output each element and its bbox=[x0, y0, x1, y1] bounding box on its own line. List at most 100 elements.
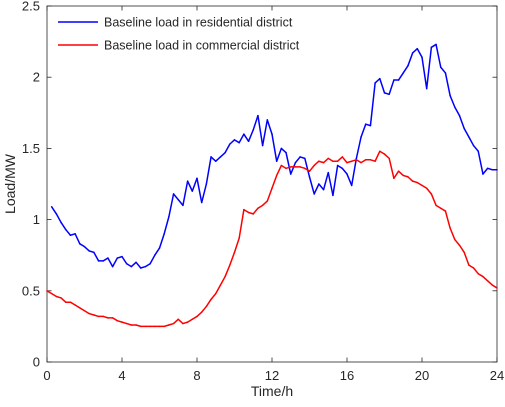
line-segment bbox=[308, 164, 315, 172]
line-segment bbox=[243, 208, 250, 214]
line-segment bbox=[238, 208, 245, 239]
y-tick-label: 2.5 bbox=[22, 0, 40, 14]
line-segment bbox=[69, 301, 76, 306]
series-commercial bbox=[46, 150, 498, 328]
line-segment bbox=[444, 72, 451, 97]
line-segment bbox=[140, 265, 147, 269]
line-segment bbox=[472, 144, 479, 152]
line-segment bbox=[482, 275, 489, 282]
line-segment bbox=[430, 193, 437, 207]
line-segment bbox=[365, 123, 372, 127]
line-segment bbox=[252, 207, 259, 215]
x-tick-label: 4 bbox=[118, 368, 125, 383]
line-segment bbox=[360, 123, 367, 138]
line-segment bbox=[107, 257, 114, 268]
x-tick-label: 0 bbox=[43, 368, 50, 383]
line-segment bbox=[50, 206, 58, 215]
line-segment bbox=[257, 114, 264, 147]
line-segment bbox=[65, 228, 72, 237]
line-segment bbox=[449, 227, 456, 241]
line-segment bbox=[472, 267, 479, 275]
line-segment bbox=[200, 183, 208, 204]
line-segment bbox=[60, 221, 67, 231]
line-segment bbox=[125, 262, 133, 268]
line-segment bbox=[210, 156, 217, 162]
line-segment bbox=[322, 171, 329, 191]
line-segment bbox=[397, 72, 404, 81]
line-segment bbox=[468, 136, 475, 147]
line-segment bbox=[350, 159, 358, 162]
line-segment bbox=[191, 177, 198, 192]
line-segment bbox=[229, 139, 236, 145]
line-segment bbox=[327, 157, 334, 162]
line-segment bbox=[163, 216, 170, 235]
line-segment bbox=[74, 233, 81, 245]
line-segment bbox=[116, 319, 123, 323]
line-segment bbox=[191, 315, 198, 321]
line-segment bbox=[238, 133, 245, 144]
line-segment bbox=[477, 150, 484, 175]
line-segment bbox=[355, 136, 362, 160]
legend-label-residential: Baseline load in residential district bbox=[104, 16, 293, 30]
line-segment bbox=[125, 322, 133, 326]
y-axis-label: Load/MW bbox=[2, 153, 18, 214]
line-segment bbox=[271, 174, 278, 190]
line-segment bbox=[360, 159, 367, 164]
line-segment bbox=[83, 245, 90, 252]
line-segment bbox=[425, 187, 433, 195]
line-segment bbox=[79, 307, 86, 312]
x-tick-label: 8 bbox=[193, 368, 200, 383]
line-segment bbox=[336, 156, 344, 162]
line-segment bbox=[158, 233, 165, 249]
line-segment bbox=[111, 317, 119, 322]
line-segment bbox=[402, 65, 409, 74]
line-segment bbox=[177, 198, 184, 207]
line-segment bbox=[435, 43, 442, 68]
line-segment bbox=[327, 171, 334, 197]
line-segment bbox=[102, 315, 109, 319]
line-segment bbox=[308, 176, 315, 195]
line-segment bbox=[463, 127, 470, 138]
x-tick-label: 12 bbox=[265, 368, 279, 383]
line-segment bbox=[247, 129, 254, 143]
line-segment bbox=[79, 243, 86, 248]
line-segment bbox=[411, 47, 419, 54]
line-segment bbox=[229, 251, 236, 266]
line-segment bbox=[379, 150, 386, 155]
line-segment bbox=[388, 79, 395, 96]
line-segment bbox=[215, 284, 222, 295]
line-segment bbox=[435, 204, 442, 209]
line-segment bbox=[210, 292, 217, 301]
line-segment bbox=[374, 77, 381, 84]
line-segment bbox=[257, 204, 264, 209]
line-segment bbox=[261, 119, 269, 147]
line-segment bbox=[318, 183, 325, 191]
line-segment bbox=[116, 255, 123, 259]
line-segment bbox=[294, 156, 301, 164]
line-segment bbox=[402, 174, 409, 178]
line-segment bbox=[111, 257, 119, 268]
line-segment bbox=[88, 250, 95, 254]
x-tick-label: 16 bbox=[340, 368, 354, 383]
line-segment bbox=[341, 167, 348, 175]
line-segment bbox=[449, 94, 456, 108]
y-tick-label: 2 bbox=[33, 70, 40, 85]
line-segment bbox=[186, 180, 194, 192]
line-segment bbox=[83, 309, 90, 315]
line-segment bbox=[102, 257, 109, 262]
line-segment bbox=[299, 166, 306, 170]
x-axis-label: Time/h bbox=[251, 383, 293, 399]
line-segment bbox=[55, 213, 62, 224]
line-segment bbox=[336, 164, 344, 170]
line-segment bbox=[69, 233, 76, 237]
line-segment bbox=[121, 255, 128, 265]
y-tick-label: 0 bbox=[33, 355, 40, 370]
line-segment bbox=[290, 161, 297, 175]
legend-label-commercial: Baseline load in commercial district bbox=[104, 39, 300, 53]
line-segment bbox=[88, 312, 95, 316]
line-segment bbox=[458, 244, 465, 254]
line-segment bbox=[416, 181, 423, 187]
line-segment bbox=[182, 180, 189, 207]
line-segment bbox=[374, 150, 381, 162]
line-segment bbox=[205, 298, 212, 308]
